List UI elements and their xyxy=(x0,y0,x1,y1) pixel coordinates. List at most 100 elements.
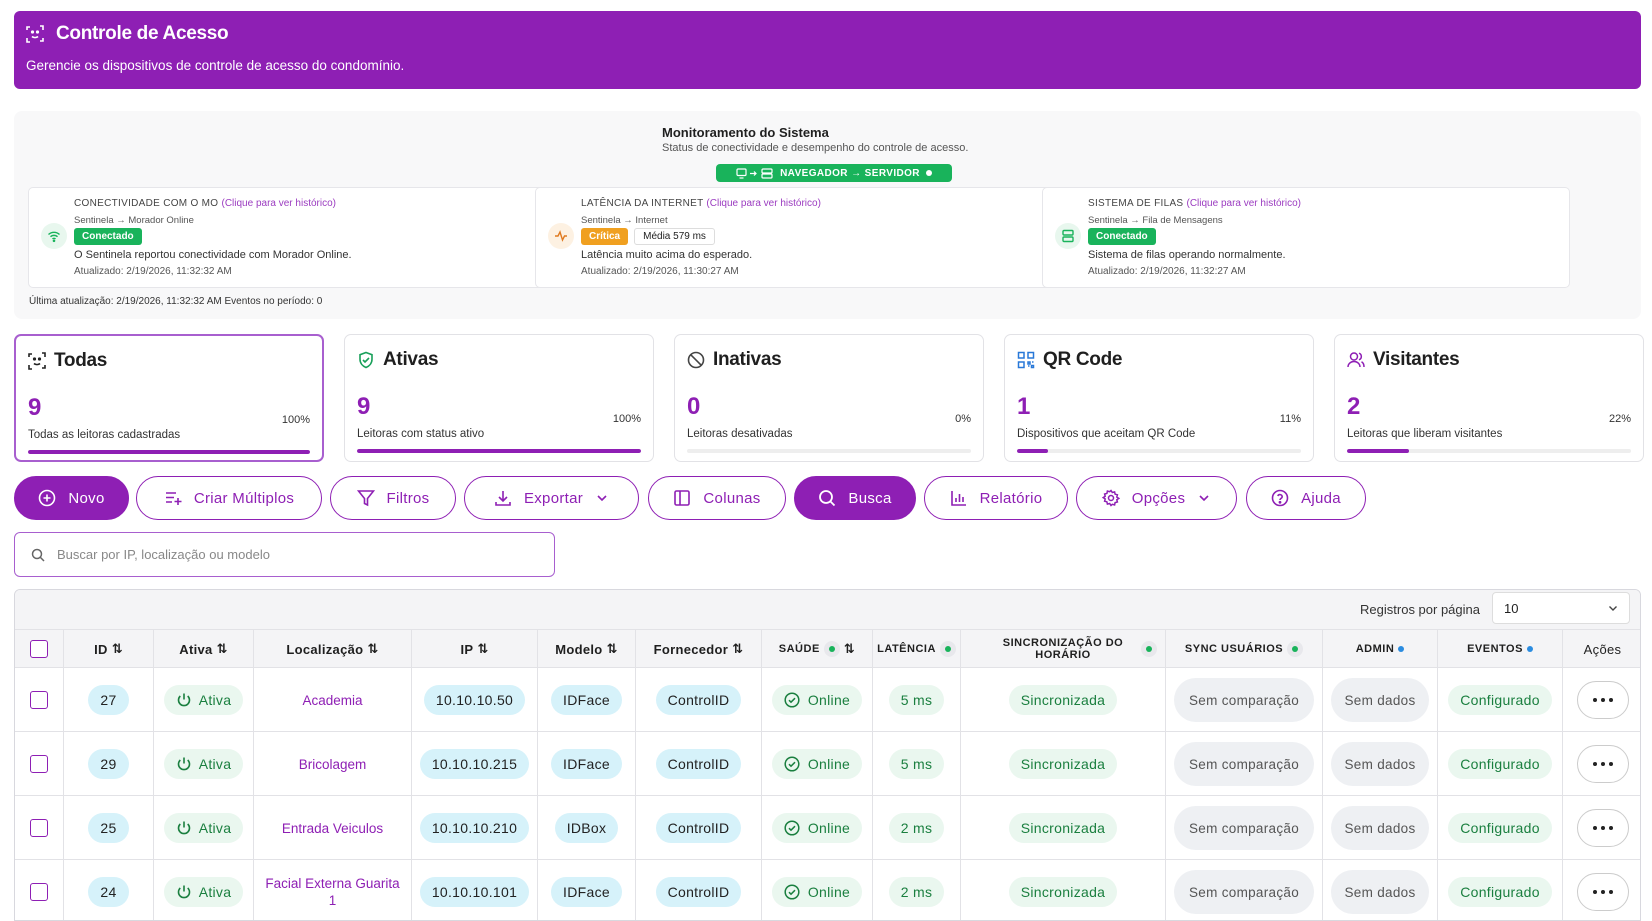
admin-chip: Sem dados xyxy=(1331,678,1429,722)
stat-card-visitors[interactable]: Visitantes 2 22% Leitoras que liberam vi… xyxy=(1334,334,1644,462)
search-label: Busca xyxy=(848,489,892,507)
new-button[interactable]: Novo xyxy=(14,476,129,520)
ip-chip: 10.10.10.101 xyxy=(419,877,530,907)
column-id[interactable]: ID ⇅ xyxy=(64,630,154,668)
report-button[interactable]: Relatório xyxy=(924,476,1068,520)
options-button[interactable]: Opções xyxy=(1076,476,1237,520)
row-checkbox[interactable] xyxy=(30,755,48,773)
table-row[interactable]: 27 Ativa Academia 10.10.10.50 IDFace Con… xyxy=(15,668,1640,732)
events-chip: Configurado xyxy=(1448,749,1552,779)
column-active[interactable]: Ativa ⇅ xyxy=(154,630,254,668)
stat-progress-bar xyxy=(1017,449,1301,453)
column-admin[interactable]: ADMIN xyxy=(1323,630,1438,668)
select-all-checkbox[interactable] xyxy=(30,640,48,658)
stat-label: Inativas xyxy=(713,349,782,370)
columns-button[interactable]: Colunas xyxy=(648,476,786,520)
user-sync-chip: Sem comparação xyxy=(1174,806,1314,850)
stat-card-active[interactable]: Ativas 9 100% Leitoras com status ativo xyxy=(344,334,654,462)
search-input[interactable] xyxy=(57,547,517,562)
records-per-page-select[interactable]: 10 xyxy=(1492,592,1630,624)
card-title: LATÊNCIA DA INTERNET xyxy=(581,198,704,209)
help-button[interactable]: Ajuda xyxy=(1246,476,1366,520)
filters-label: Filtros xyxy=(386,489,430,507)
column-model[interactable]: Modelo ⇅ xyxy=(538,630,636,668)
column-latency[interactable]: LATÊNCIA xyxy=(873,630,961,668)
column-events[interactable]: EVENTOS xyxy=(1438,630,1563,668)
active-toggle[interactable]: Ativa xyxy=(163,749,244,779)
history-link[interactable]: (Clique para ver histórico) xyxy=(706,198,821,209)
column-label: Modelo xyxy=(555,641,603,657)
monitor-server-icon xyxy=(736,167,774,179)
status-badge: Crítica xyxy=(581,228,629,245)
status-badge: Conectado xyxy=(1088,228,1156,245)
filters-button[interactable]: Filtros xyxy=(330,476,456,520)
create-multiple-button[interactable]: Criar Múltiplos xyxy=(136,476,322,520)
history-link[interactable]: (Clique para ver histórico) xyxy=(221,198,336,209)
stat-value: 0 xyxy=(687,393,701,420)
card-description: O Sentinela reportou conectividade com M… xyxy=(74,249,352,261)
column-label: SINCRONIZAÇÃO DO HORÁRIO xyxy=(1002,637,1124,661)
row-actions-button[interactable] xyxy=(1576,681,1629,719)
location-link[interactable]: Academia xyxy=(302,692,363,708)
user-sync-chip: Sem comparação xyxy=(1174,678,1314,722)
location-link[interactable]: Facial Externa Guarita 1 xyxy=(265,876,400,908)
sort-icon: ⇅ xyxy=(732,641,744,656)
stat-percent: 11% xyxy=(1279,413,1301,425)
column-health[interactable]: SAÚDE ⇅ xyxy=(762,630,873,668)
stat-card-qrcode[interactable]: QR Code 1 11% Dispositivos que aceitam Q… xyxy=(1004,334,1314,462)
card-updated: Atualizado: 2/19/2026, 11:32:32 AM xyxy=(74,266,232,277)
column-label: Fornecedor xyxy=(653,641,729,657)
connectivity-card[interactable]: CONECTIVIDADE COM O MO (Clique para ver … xyxy=(28,187,556,288)
column-label: Ações xyxy=(1583,641,1622,657)
active-toggle[interactable]: Ativa xyxy=(163,685,244,715)
model-chip: IDBox xyxy=(554,813,619,843)
history-link[interactable]: (Clique para ver histórico) xyxy=(1186,198,1301,209)
export-label: Exportar xyxy=(523,489,584,507)
download-icon xyxy=(494,489,512,507)
records-per-page-label: Registros por página xyxy=(1360,602,1480,617)
page-title: Controle de Acesso xyxy=(56,23,229,44)
new-button-label: Novo xyxy=(68,489,105,507)
shield-check-icon xyxy=(357,351,375,369)
column-ip[interactable]: IP ⇅ xyxy=(412,630,538,668)
help-label: Ajuda xyxy=(1301,489,1341,507)
power-icon xyxy=(176,820,192,836)
latency-status-dot xyxy=(939,641,956,657)
row-actions-button[interactable] xyxy=(1576,745,1629,783)
column-user-sync[interactable]: SYNC USUÁRIOS xyxy=(1166,630,1323,668)
card-title: CONECTIVIDADE COM O MO xyxy=(74,198,219,209)
active-toggle[interactable]: Ativa xyxy=(163,877,244,907)
row-actions-button[interactable] xyxy=(1576,809,1629,847)
table-row[interactable]: 25 Ativa Entrada Veiculos 10.10.10.210 I… xyxy=(15,796,1640,860)
row-checkbox[interactable] xyxy=(30,819,48,837)
column-location[interactable]: Localização ⇅ xyxy=(254,630,412,668)
page-header: Controle de Acesso Gerencie os dispositi… xyxy=(14,11,1641,89)
time-sync-status-dot xyxy=(1141,641,1157,657)
row-checkbox[interactable] xyxy=(30,883,48,901)
column-vendor[interactable]: Fornecedor ⇅ xyxy=(636,630,762,668)
ip-chip: 10.10.10.215 xyxy=(419,749,530,779)
latency-card[interactable]: LATÊNCIA DA INTERNET (Clique para ver hi… xyxy=(535,187,1063,288)
row-checkbox[interactable] xyxy=(30,691,48,709)
card-title: SISTEMA DE FILAS xyxy=(1088,198,1184,209)
table-row[interactable]: 24 Ativa Facial Externa Guarita 1 10.10.… xyxy=(15,860,1640,920)
stat-card-all[interactable]: Todas 9 100% Todas as leitoras cadastrad… xyxy=(14,334,324,462)
stat-card-inactive[interactable]: Inativas 0 0% Leitoras desativadas xyxy=(674,334,984,462)
admin-status-dot xyxy=(1398,646,1405,652)
location-link[interactable]: Entrada Veiculos xyxy=(281,820,384,836)
location-link[interactable]: Bricolagem xyxy=(298,756,367,772)
column-label: SAÚDE xyxy=(778,643,820,655)
table-row[interactable]: 29 Ativa Bricolagem 10.10.10.215 IDFace … xyxy=(15,732,1640,796)
search-button[interactable]: Busca xyxy=(794,476,916,520)
search-box[interactable] xyxy=(14,532,555,577)
column-time-sync[interactable]: SINCRONIZAÇÃO DO HORÁRIO xyxy=(961,630,1166,668)
health-status-dot xyxy=(823,641,840,657)
export-button[interactable]: Exportar xyxy=(464,476,639,520)
table-toolbar: Registros por página 10 xyxy=(15,590,1640,630)
stat-description: Leitoras com status ativo xyxy=(357,428,485,440)
queue-system-card[interactable]: SISTEMA DE FILAS (Clique para ver histór… xyxy=(1042,187,1570,288)
row-actions-button[interactable] xyxy=(1576,873,1629,911)
active-toggle[interactable]: Ativa xyxy=(163,813,244,843)
search-icon xyxy=(818,489,836,507)
stat-label: Visitantes xyxy=(1373,349,1460,370)
